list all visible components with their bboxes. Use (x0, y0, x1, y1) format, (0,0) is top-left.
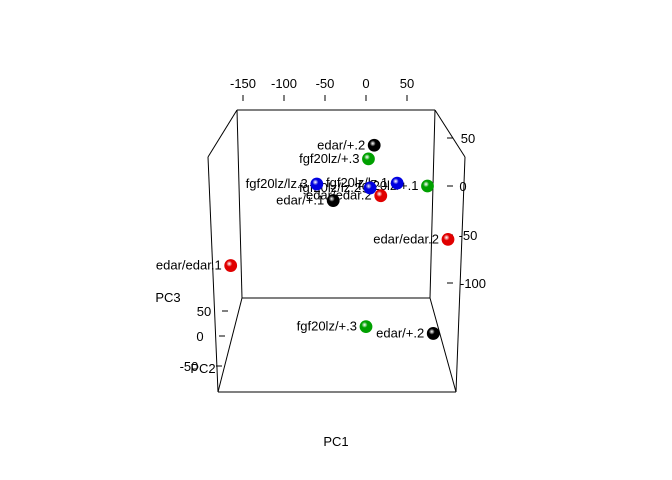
z-tick-label: -50 (459, 228, 478, 243)
box-edge (207, 156, 219, 393)
data-point-marker (359, 320, 373, 334)
data-point-marker (426, 327, 440, 340)
y-tick-label: -50 (180, 359, 199, 374)
y-tick-label: 50 (197, 304, 211, 319)
z-tick-label: 0 (459, 179, 466, 194)
data-point-label: fgf20lz/lz.3 (246, 176, 308, 191)
data-point-label: fgf20lz/+.3 (299, 151, 359, 166)
z-axis-ticks: 50 0 -50 -100 (447, 131, 486, 291)
data-point-label: edar/edar.2 (373, 231, 439, 246)
data-point-label: edar/edar.1 (156, 258, 222, 273)
z-axis-label: PC3 (155, 290, 180, 305)
x-tick-label: 0 (362, 76, 369, 91)
data-point-label: edar/+.2 (376, 325, 424, 340)
data-point-marker (390, 176, 404, 190)
data-points: edar/+.2fgf20lz/+.3edar/edar.1edar/edar.… (156, 137, 455, 340)
data-point-marker (310, 177, 324, 191)
box-edge (434, 109, 466, 158)
x-axis-ticks: -150 -100 -50 0 50 (230, 76, 414, 101)
data-point-marker (224, 259, 238, 272)
x-tick-label: 50 (400, 76, 414, 91)
plot-box (207, 109, 466, 393)
data-point-marker (363, 181, 377, 195)
data-point-label: edar/+.1 (276, 193, 324, 208)
x-tick-label: -150 (230, 76, 256, 91)
y-axis-label: PC2 (190, 361, 215, 376)
data-point-marker (362, 152, 375, 166)
y-axis-ticks: 50 0 -50 (180, 304, 228, 374)
data-point-marker (421, 179, 434, 193)
x-tick-label: -50 (316, 76, 335, 91)
box-edge (236, 109, 243, 299)
data-point-label: edar/+.2 (317, 137, 365, 152)
x-axis-label: PC1 (323, 434, 348, 449)
z-tick-label: 50 (461, 131, 475, 146)
box-edge (455, 156, 466, 393)
box-edge (429, 109, 436, 299)
data-point-marker (441, 232, 455, 246)
data-point-marker (367, 138, 381, 152)
box-edge (207, 109, 238, 158)
data-point-label: fgf20lz/lz.2 (299, 180, 361, 195)
data-point-label: edar/edar.2 (306, 188, 372, 203)
y-tick-label: 0 (196, 329, 203, 344)
box-edge (429, 297, 457, 393)
data-point-marker (374, 189, 388, 203)
z-tick-label: -100 (460, 276, 486, 291)
data-point-label: fgf20lz/+.3 (297, 319, 357, 334)
x-tick-label: -100 (271, 76, 297, 91)
data-point-marker (326, 194, 340, 207)
box-edge (217, 297, 243, 393)
